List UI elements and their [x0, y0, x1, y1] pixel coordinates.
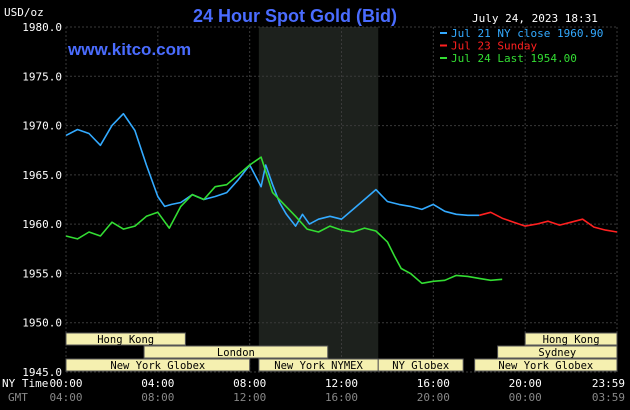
session-label: NY Globex — [392, 360, 449, 372]
site-label: www.kitco.com — [67, 40, 191, 59]
y-tick-label: 1970.0 — [22, 120, 62, 133]
x-tick-label-ny: 23:59 — [592, 377, 625, 390]
x-axis-ticks: 00:0004:0004:0008:0008:0012:0012:0016:00… — [49, 377, 625, 404]
series-line — [65, 112, 480, 227]
legend-entry: Jul 21 NY close 1960.90 — [451, 27, 603, 40]
x-tick-label-ny: 20:00 — [509, 377, 542, 390]
y-tick-label: 1960.0 — [22, 218, 62, 231]
series-line — [479, 211, 618, 233]
session-bar — [143, 345, 329, 359]
session-label: New York Globex — [110, 360, 205, 372]
session-bar — [65, 332, 186, 346]
series-layer — [65, 112, 618, 285]
y-tick-label: 1955.0 — [22, 267, 62, 280]
trading-sessions: Hong Kong London New York Globex New York N… — [65, 332, 618, 372]
x-tick-label-gmt: 12:00 — [233, 391, 266, 404]
session-bar — [377, 358, 464, 372]
session-label: Hong Kong — [543, 334, 600, 346]
x-row-label-ny: NY Time — [2, 377, 48, 390]
x-tick-label-ny: 08:00 — [233, 377, 266, 390]
legend-entry: Jul 23 Sunday — [451, 40, 537, 53]
legend-entry: Jul 24 Last 1954.00 — [451, 52, 577, 65]
grid-lines — [65, 26, 618, 373]
chart-title: 24 Hour Spot Gold (Bid) — [193, 6, 397, 26]
y-tick-label: 1980.0 — [22, 21, 62, 34]
session-bar — [474, 358, 618, 372]
y-tick-label: 1950.0 — [22, 317, 62, 330]
x-tick-label-gmt: 08:00 — [141, 391, 174, 404]
x-tick-label-ny: 16:00 — [417, 377, 450, 390]
x-tick-label-gmt: 20:00 — [417, 391, 450, 404]
y-tick-label: 1945.0 — [22, 366, 62, 379]
y-tick-label: 1965.0 — [22, 169, 62, 182]
session-label: London — [217, 347, 255, 359]
y-axis-label: USD/oz — [4, 6, 44, 19]
session-bar — [497, 345, 618, 359]
session-highlight-band — [258, 27, 379, 372]
x-tick-label-gmt: 03:59 — [592, 391, 625, 404]
series-line — [65, 156, 503, 285]
x-row-label-gmt: GMT — [8, 391, 28, 404]
session-label: New York NYMEX — [274, 360, 363, 372]
x-tick-label-ny: 04:00 — [141, 377, 174, 390]
x-tick-label-gmt: 04:00 — [49, 391, 82, 404]
session-bar — [65, 358, 251, 372]
session-label: Sydney — [538, 347, 576, 359]
session-bar — [524, 332, 618, 346]
x-tick-label-ny: 00:00 — [49, 377, 82, 390]
x-tick-label-gmt: 16:00 — [325, 391, 358, 404]
date-label: July 24, 2023 18:31 — [472, 12, 598, 25]
session-label: New York Globex — [498, 360, 593, 372]
y-tick-label: 1975.0 — [22, 70, 62, 83]
x-tick-label-gmt: 00:00 — [509, 391, 542, 404]
session-label: Hong Kong — [97, 334, 154, 346]
y-axis-ticks: 1980.0 1975.0 1970.0 1965.0 1960.0 1955.0 1950… — [22, 21, 62, 379]
x-tick-label-ny: 12:00 — [325, 377, 358, 390]
